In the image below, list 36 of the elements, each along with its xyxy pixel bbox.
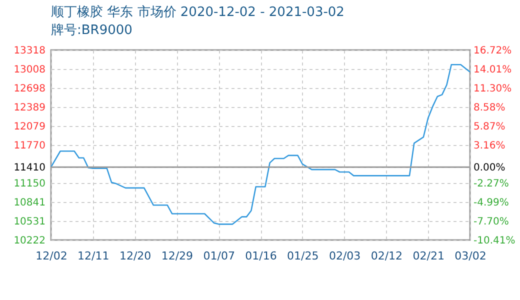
y2-tick-label: 16.72% xyxy=(474,46,512,56)
y-tick-label: 12698 xyxy=(14,84,46,95)
y-tick-label: 10222 xyxy=(14,236,46,246)
y-tick-label: 11770 xyxy=(14,140,46,152)
x-tick-label: 01/07 xyxy=(203,250,235,262)
y2-tick-label: -10.41% xyxy=(474,236,516,246)
y2-tick-label: -4.99% xyxy=(474,198,509,209)
x-tick-label: 02/21 xyxy=(412,250,444,262)
x-tick-label: 12/29 xyxy=(161,250,194,262)
x-tick-label: 12/02 xyxy=(36,250,68,262)
x-tick-label: 02/03 xyxy=(328,250,361,262)
y-tick-label: 11410 xyxy=(14,162,46,174)
y2-tick-label: 0.00% xyxy=(474,162,506,174)
y-tick-label: 11150 xyxy=(14,178,46,190)
chart-title: 顺丁橡胶 华东 市场价 2020-12-02 - 2021-03-02 xyxy=(51,5,344,20)
y-tick-label: 13008 xyxy=(14,64,46,76)
y-tick-label: 10841 xyxy=(14,198,46,209)
y-tick-label: 13318 xyxy=(14,46,46,56)
y-tick-label: 12079 xyxy=(14,122,46,133)
x-tick-label: 12/11 xyxy=(78,250,110,262)
x-tick-label: 01/25 xyxy=(287,250,319,262)
y2-tick-label: 3.16% xyxy=(474,140,506,152)
y2-tick-label: 14.01% xyxy=(474,64,512,76)
y2-tick-label: 5.87% xyxy=(474,121,506,132)
y-tick-label: 10531 xyxy=(14,216,46,228)
y-tick-label: 12389 xyxy=(14,102,46,114)
x-tick-label: 02/12 xyxy=(370,250,403,262)
line-series xyxy=(50,64,471,225)
y2-tick-label: 11.30% xyxy=(474,83,512,94)
y2-tick-label: 8.58% xyxy=(474,102,506,114)
chart-subtitle: 牌号:BR9000 xyxy=(51,23,132,38)
y2-tick-label: -7.70% xyxy=(474,216,509,228)
x-tick-label: 12/20 xyxy=(119,250,152,262)
y2-tick-label: -2.27% xyxy=(474,178,509,190)
x-tick-label: 01/16 xyxy=(245,250,277,262)
x-tick-label: 03/02 xyxy=(454,250,486,262)
